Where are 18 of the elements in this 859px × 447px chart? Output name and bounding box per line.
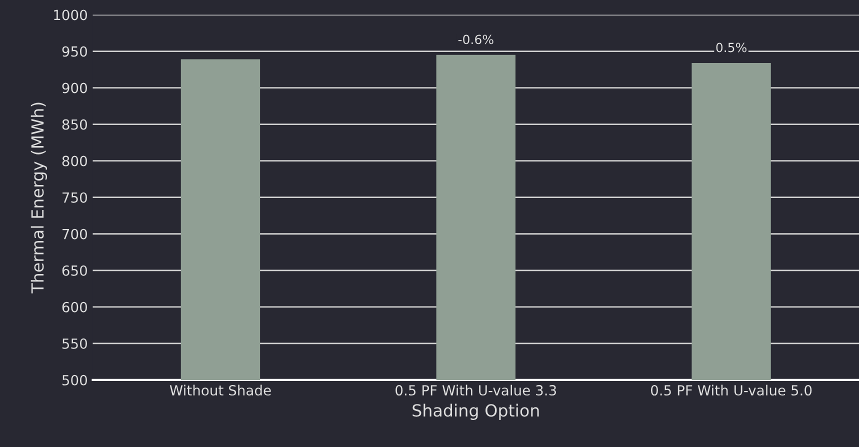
- x-tick-label: 0.5 PF With U-value 3.3: [396, 384, 556, 396]
- y-tick-label: 550: [62, 338, 87, 349]
- y-tick-label: 600: [62, 302, 87, 312]
- y-axis-title: Thermal Energy (MWh): [30, 102, 48, 294]
- y-tick-label: 700: [62, 228, 87, 240]
- annotation: -0.6%: [458, 34, 494, 44]
- x-tick-label: Without Shade: [170, 384, 271, 396]
- y-tick-label: 500: [62, 374, 87, 386]
- y-tick-label: 900: [62, 82, 87, 94]
- y-tick-label: 1000: [54, 10, 87, 20]
- x-axis-title: Shading Option: [412, 404, 539, 420]
- y-tick-label: 950: [62, 46, 87, 57]
- y-tick-label: 650: [62, 265, 87, 276]
- y-tick-label: 850: [62, 119, 87, 130]
- x-tick-label: 0.5 PF With U-value 5.0: [650, 384, 812, 396]
- y-tick-label: 800: [62, 156, 87, 166]
- annotation: 0.5%: [716, 42, 746, 52]
- y-tick-label: 750: [62, 192, 87, 203]
